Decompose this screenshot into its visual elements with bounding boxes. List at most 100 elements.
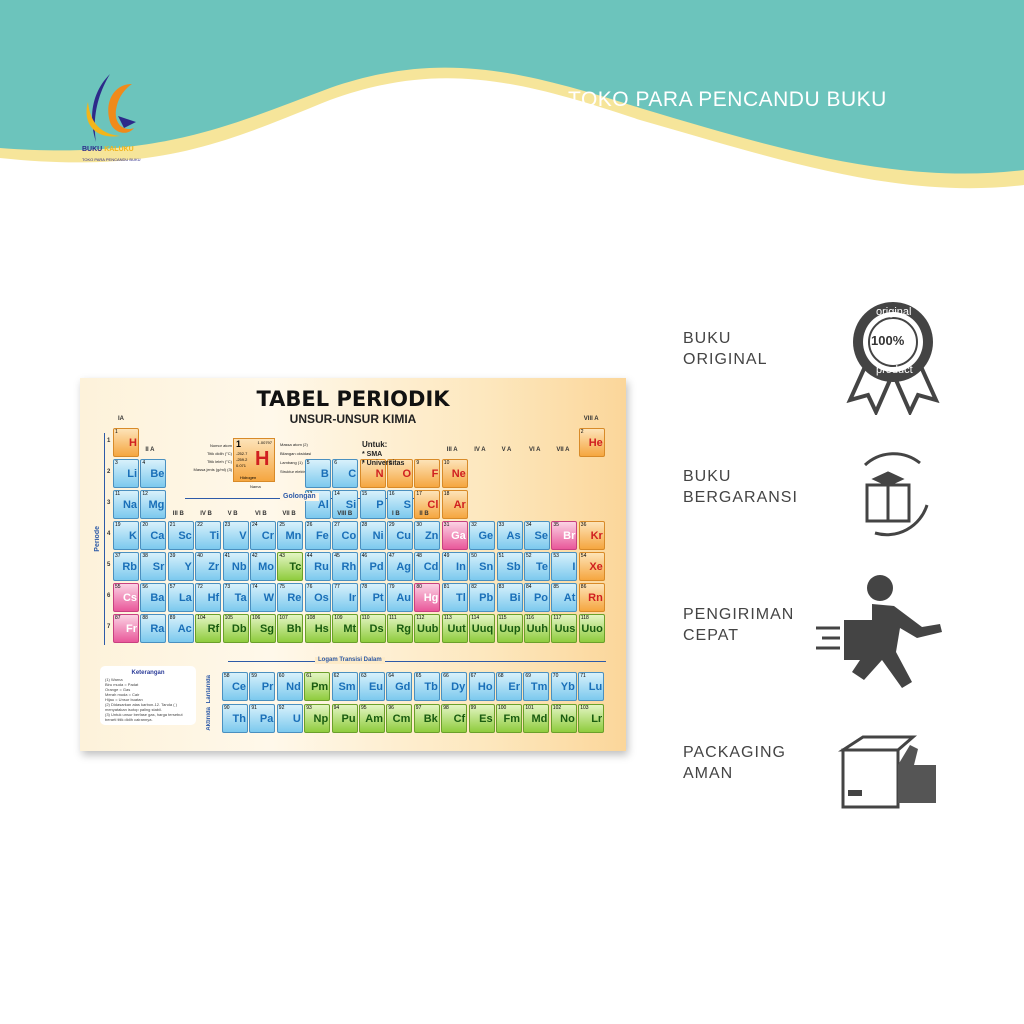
- untuk-label: Untuk:: [362, 440, 388, 449]
- element-ag: 47 Ag: [387, 552, 413, 581]
- brand-title: TOKO PARA PENCANDU BUKU: [568, 88, 887, 111]
- element-pa: 91 Pa: [249, 704, 276, 733]
- period-label: 6: [107, 593, 111, 599]
- element-zn: 30 Zn: [414, 521, 441, 550]
- periode-label: Periode: [94, 526, 101, 552]
- element-ir: 77 Ir: [332, 583, 359, 612]
- element-nd: 60 Nd: [276, 672, 303, 701]
- element-uub: 112 Uub: [414, 614, 441, 643]
- element-ar: 18 Ar: [441, 490, 468, 519]
- badge-mid-text: 100%: [871, 333, 905, 348]
- sample-mass: 1.00797: [257, 440, 272, 445]
- group-label: VIII A: [583, 416, 599, 422]
- element-fr: 87 Fr: [113, 614, 139, 643]
- element-rn: 86 Rn: [578, 583, 605, 612]
- group-label: V A: [501, 447, 512, 453]
- element-ca: 20 Ca: [140, 521, 167, 550]
- sample-name-label: Nama: [250, 484, 261, 489]
- element-nb: 41 Nb: [222, 552, 249, 581]
- element-tb: 65 Tb: [413, 672, 440, 701]
- element-na: 11 Na: [113, 490, 139, 519]
- element-uup: 115 Uup: [496, 614, 523, 643]
- group-label: III B: [172, 511, 184, 517]
- sample-melting-point: -259.2: [236, 457, 248, 462]
- element-sc: 21 Sc: [167, 521, 194, 550]
- poster-title: TABEL PERIODIK: [256, 387, 450, 411]
- element-si: 14 Si: [332, 490, 359, 519]
- element-cr: 24 Cr: [250, 521, 276, 550]
- element-md: 101 Md: [523, 704, 550, 733]
- element-bi: 83 Bi: [496, 583, 523, 612]
- period-label: 2: [107, 469, 111, 475]
- element-w: 74 W: [250, 583, 276, 612]
- feature-3: PENGIRIMAN CEPAT: [683, 606, 795, 644]
- element-mn: 25 Mn: [277, 521, 304, 550]
- element-tm: 69 Tm: [523, 672, 550, 701]
- element-ni: 28 Ni: [359, 521, 386, 550]
- group-label: III A: [446, 447, 458, 453]
- element-pu: 94 Pu: [331, 704, 358, 733]
- logam-transisi-line: [228, 661, 606, 662]
- element-ga: 31 Ga: [441, 521, 468, 550]
- logo-icon: [86, 74, 136, 142]
- element-kr: 36 Kr: [578, 521, 605, 550]
- element-cf: 98 Cf: [441, 704, 468, 733]
- period-label: 3: [107, 500, 111, 506]
- group-label: V B: [227, 511, 238, 517]
- period-label: 5: [107, 562, 111, 568]
- element-ho: 67 Ho: [468, 672, 495, 701]
- group-label: VI B: [255, 511, 267, 517]
- element-ra: 88 Ra: [140, 614, 167, 643]
- element-uus: 117 Uus: [551, 614, 578, 643]
- element-db: 105 Db: [222, 614, 249, 643]
- element-mt: 109 Mt: [332, 614, 359, 643]
- element-uuh: 116 Uuh: [524, 614, 550, 643]
- feature-1: BUKU ORIGINAL: [683, 330, 768, 368]
- element-xe: 54 Xe: [578, 552, 605, 581]
- group-label: VI A: [529, 447, 541, 453]
- element-hf: 72 Hf: [195, 583, 222, 612]
- element-ta: 73 Ta: [222, 583, 249, 612]
- element-pb: 82 Pb: [469, 583, 496, 612]
- element-te: 52 Te: [524, 552, 550, 581]
- original-badge-icon: original 100% product: [838, 300, 948, 420]
- badge-bottom-text: product: [876, 364, 913, 376]
- aktinida-label: Aktinida: [206, 707, 212, 731]
- logo-name: BUKU KALUKU: [82, 146, 134, 153]
- element-sb: 51 Sb: [496, 552, 523, 581]
- periodic-table-poster: TABEL PERIODIK UNSUR-UNSUR KIMIA Untuk: …: [80, 378, 626, 751]
- audience-2: * Universitas: [362, 460, 405, 467]
- logo-tagline: TOKO PARA PENCANDU BUKU: [82, 157, 141, 162]
- element-pd: 46 Pd: [359, 552, 386, 581]
- element-no: 102 No: [550, 704, 577, 733]
- element-pm: 61 Pm: [304, 672, 331, 701]
- element-pr: 59 Pr: [249, 672, 276, 701]
- element-u: 92 U: [276, 704, 303, 733]
- element-ti: 22 Ti: [195, 521, 222, 550]
- sample-name: Hidrogen: [240, 475, 257, 480]
- group-label: I B: [392, 511, 400, 517]
- element-fm: 100 Fm: [496, 704, 522, 733]
- element-tc: 43 Tc: [277, 552, 304, 581]
- element-sn: 50 Sn: [469, 552, 496, 581]
- badge-top-text: original: [876, 306, 912, 318]
- element-at: 85 At: [551, 583, 578, 612]
- element-os: 76 Os: [304, 583, 331, 612]
- period-label: 1: [107, 438, 111, 444]
- element-ru: 44 Ru: [304, 552, 331, 581]
- audience-1: * SMA: [362, 451, 383, 458]
- group-label: II A: [145, 447, 155, 453]
- element-cl: 17 Cl: [414, 490, 441, 519]
- poster-subtitle: UNSUR-UNSUR KIMIA: [289, 412, 417, 426]
- element-sg: 106 Sg: [250, 614, 276, 643]
- period-label: 7: [107, 624, 111, 630]
- sample-labels-left: Nomor atom Titik didih (°C) Titik leleh (°…: [193, 443, 232, 472]
- feature-4: PACKAGING AMAN: [683, 744, 786, 782]
- element-dy: 66 Dy: [441, 672, 468, 701]
- header-wave: [0, 0, 1024, 189]
- legend-box: Keterangan (1) Warna Biru muda = Padat Or…: [100, 666, 196, 725]
- element-tl: 81 Tl: [441, 583, 468, 612]
